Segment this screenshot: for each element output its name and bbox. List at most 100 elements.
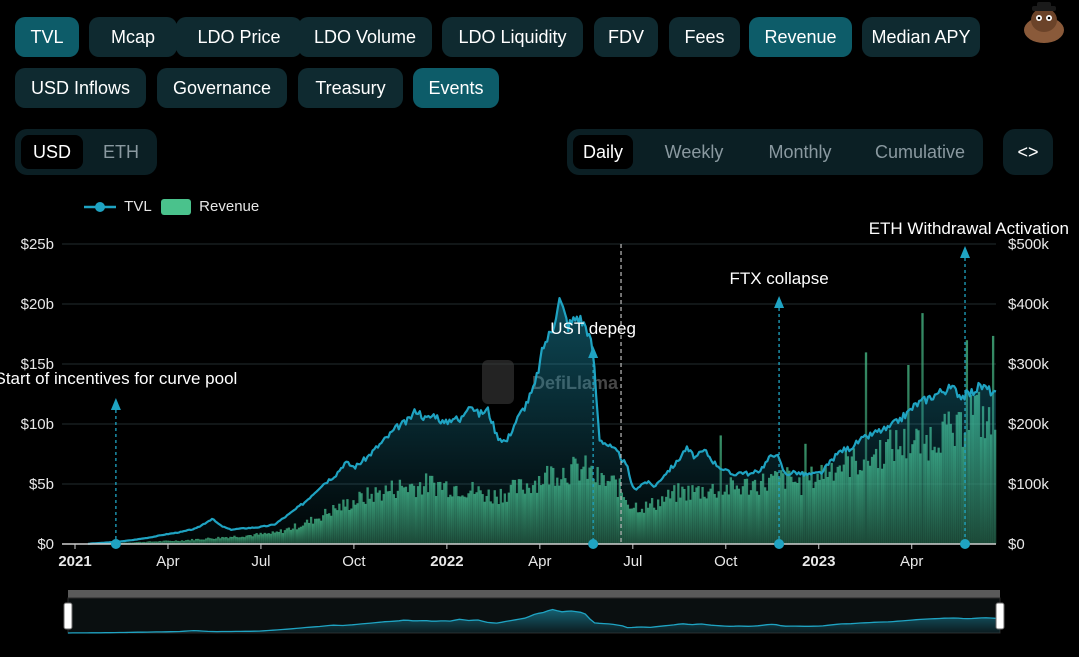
revenue-bar xyxy=(445,481,448,544)
revenue-bar xyxy=(860,470,864,544)
revenue-bar xyxy=(469,490,472,544)
event-marker xyxy=(110,539,121,549)
tab-treasury[interactable]: Treasury xyxy=(298,68,403,108)
currency-toggle: USD ETH xyxy=(15,129,157,175)
period-option-cumulative[interactable]: Cumulative xyxy=(874,142,966,162)
event-arrow-icon xyxy=(588,346,599,358)
revenue-bar xyxy=(697,486,700,544)
revenue-bar xyxy=(901,455,904,544)
revenue-bar xyxy=(691,485,694,544)
period-option-monthly[interactable]: Monthly xyxy=(768,142,832,162)
revenue-bar xyxy=(969,395,973,544)
tab-mcap[interactable]: Mcap xyxy=(89,17,177,57)
range-slider-left-handle[interactable] xyxy=(63,602,73,630)
revenue-bar xyxy=(632,507,636,544)
revenue-bar xyxy=(570,464,573,544)
range-slider-right-handle[interactable] xyxy=(995,602,1005,630)
x-tick-label: Oct xyxy=(714,553,738,570)
revenue-bar xyxy=(975,394,979,544)
revenue-bar xyxy=(174,540,178,544)
tab-ldo-volume[interactable]: LDO Volume xyxy=(298,17,432,57)
revenue-bar xyxy=(891,449,894,544)
tab-ldo-liquidity[interactable]: LDO Liquidity xyxy=(442,17,583,57)
tab-median-apy[interactable]: Median APY xyxy=(862,17,980,57)
revenue-bar xyxy=(521,489,525,544)
tab-tvl[interactable]: TVL xyxy=(15,17,79,57)
revenue-bar xyxy=(852,448,856,544)
revenue-bar xyxy=(818,479,821,544)
revenue-bar xyxy=(618,478,621,544)
tab-events[interactable]: Events xyxy=(413,68,499,108)
tab-ldo-price[interactable]: LDO Price xyxy=(176,17,302,57)
revenue-bar xyxy=(705,498,708,544)
revenue-bar xyxy=(979,436,983,544)
revenue-bar xyxy=(253,534,256,544)
revenue-bar xyxy=(790,476,793,544)
revenue-bar xyxy=(150,541,153,544)
period-option-weekly[interactable]: Weekly xyxy=(664,142,724,162)
revenue-bar xyxy=(735,485,739,544)
revenue-bar xyxy=(511,479,515,544)
revenue-bar xyxy=(717,491,720,544)
revenue-bar xyxy=(741,486,745,544)
revenue-bar xyxy=(903,428,906,544)
revenue-bar xyxy=(261,534,264,544)
revenue-bar xyxy=(780,470,783,544)
revenue-bar xyxy=(862,459,866,544)
y-left-tick-label: $15b xyxy=(21,356,54,373)
embed-code-button[interactable]: <> xyxy=(1003,129,1053,175)
revenue-bar xyxy=(483,501,486,544)
revenue-bar xyxy=(481,494,484,544)
revenue-bar xyxy=(770,474,773,544)
revenue-bar xyxy=(782,473,785,544)
revenue-bar xyxy=(376,492,379,544)
revenue-bar xyxy=(957,412,960,544)
revenue-bar xyxy=(130,542,133,544)
revenue-bar xyxy=(749,490,753,544)
revenue-bar xyxy=(600,472,603,544)
y-right-tick-label: $100k xyxy=(1008,476,1049,493)
legend-item-tvl[interactable]: TVL xyxy=(84,198,152,215)
revenue-bar xyxy=(796,482,799,544)
legend-item-revenue[interactable]: Revenue xyxy=(161,198,259,216)
tab-fdv[interactable]: FDV xyxy=(594,17,658,57)
revenue-bar xyxy=(344,506,347,544)
revenue-bar xyxy=(336,510,339,544)
revenue-bar xyxy=(285,528,289,544)
revenue-bar xyxy=(751,481,755,544)
x-tick-label: 2023 xyxy=(802,553,835,570)
revenue-bar xyxy=(683,488,686,544)
revenue-bar xyxy=(642,512,646,544)
revenue-bar xyxy=(830,463,833,544)
tab-revenue[interactable]: Revenue xyxy=(749,17,852,57)
revenue-bar xyxy=(225,537,228,544)
currency-option-usd[interactable]: USD xyxy=(21,135,83,169)
tab-governance[interactable]: Governance xyxy=(157,68,287,108)
event-marker xyxy=(588,539,599,549)
revenue-bar xyxy=(550,466,553,544)
period-option-daily[interactable]: Daily xyxy=(573,135,633,169)
revenue-bar xyxy=(332,505,335,544)
revenue-bar xyxy=(933,446,936,544)
revenue-bar xyxy=(939,452,942,544)
tab-fees[interactable]: Fees xyxy=(669,17,740,57)
revenue-bar xyxy=(598,485,601,544)
revenue-bar xyxy=(207,537,210,544)
revenue-bar xyxy=(737,488,741,544)
y-left-tick-label: $5b xyxy=(29,476,54,493)
tab-usd-inflows[interactable]: USD Inflows xyxy=(15,68,146,108)
revenue-bar xyxy=(778,477,781,544)
revenue-bar xyxy=(144,542,147,544)
revenue-bar xyxy=(842,464,845,544)
revenue-bar xyxy=(548,484,551,544)
revenue-bar xyxy=(544,472,547,544)
currency-option-eth[interactable]: ETH xyxy=(103,142,139,162)
revenue-bar xyxy=(993,429,997,544)
revenue-bar xyxy=(410,483,414,544)
event-marker xyxy=(960,539,971,549)
revenue-bar xyxy=(885,441,888,544)
revenue-bar xyxy=(108,543,111,544)
revenue-bar xyxy=(963,433,967,544)
revenue-bar xyxy=(503,493,506,544)
revenue-bar xyxy=(721,494,724,544)
